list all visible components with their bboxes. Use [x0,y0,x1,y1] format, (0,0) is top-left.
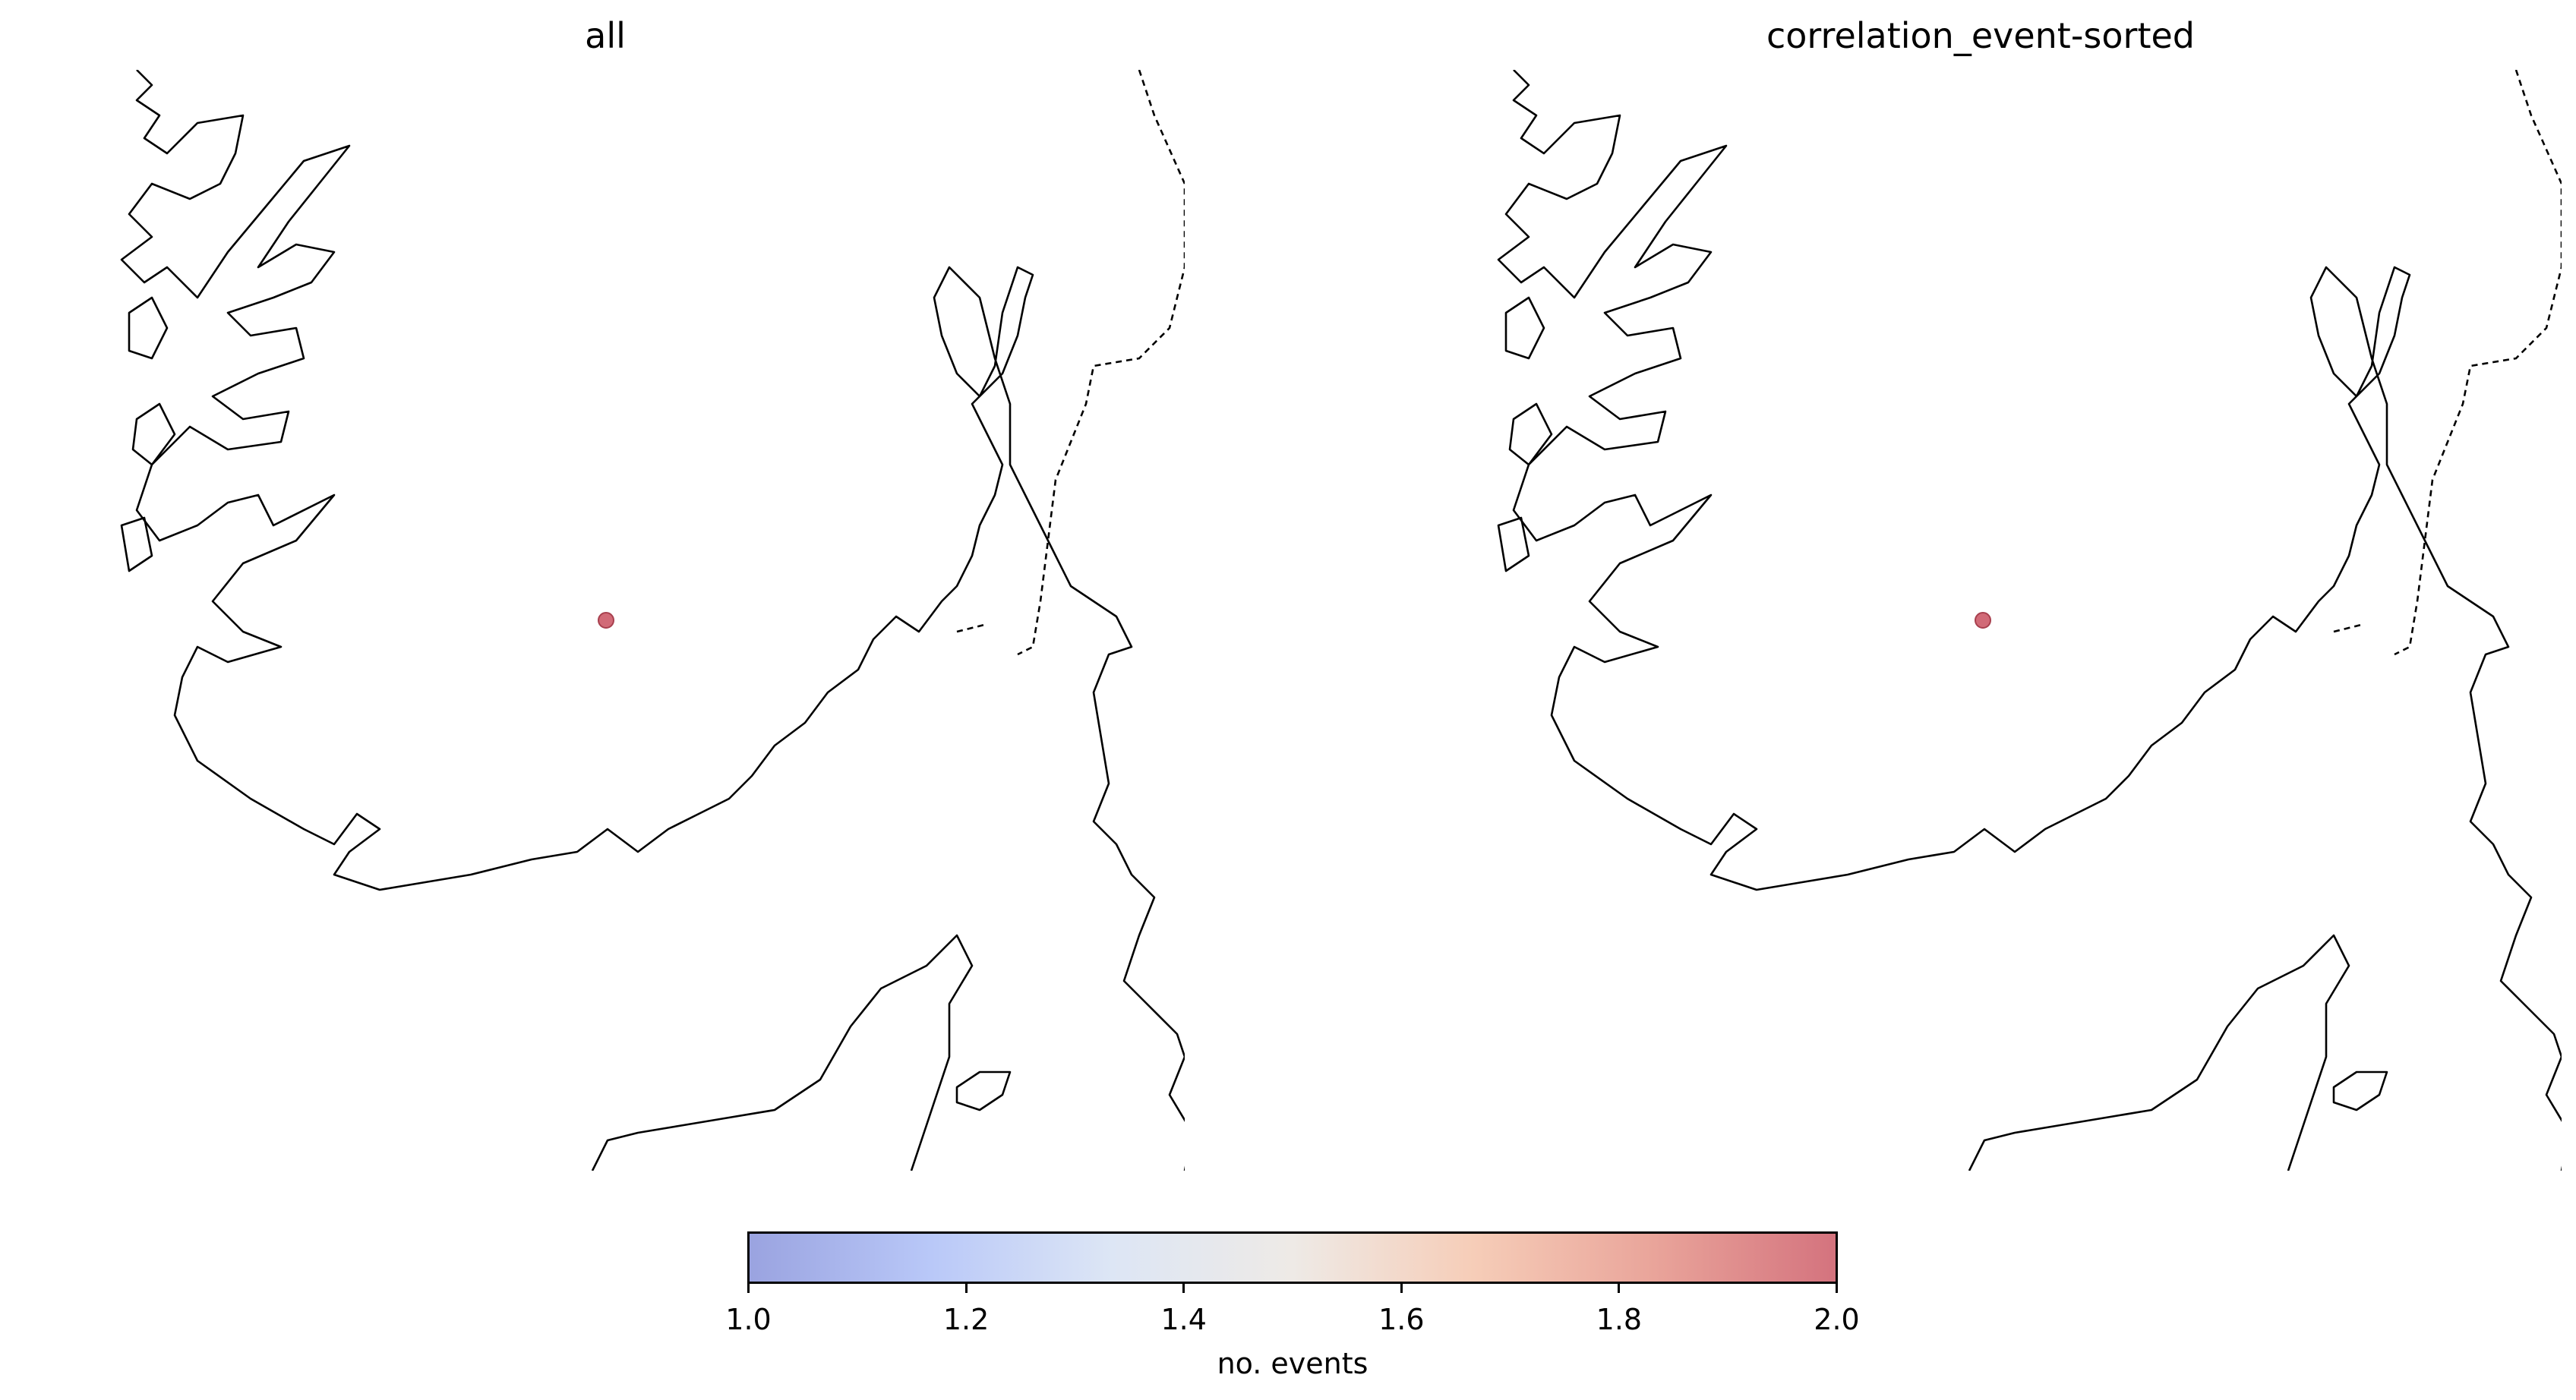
coastline [120,70,1185,1171]
colorbar-tick [1400,1284,1403,1293]
colorbar-tick [964,1284,968,1293]
colorbar-tick [1618,1284,1621,1293]
country-border [2394,70,2562,656]
colorbar-tick [1182,1284,1185,1293]
colorbar-tick-label: 2.0 [1814,1303,1860,1336]
country-border [1017,70,1185,656]
country-border-short [2333,623,2365,633]
colorbar-tick-label: 1.0 [725,1303,772,1336]
event-marker[interactable] [1975,612,1991,629]
colorbar-tick [747,1284,750,1293]
map-panel-correlation[interactable] [1483,70,2562,1171]
colorbar-tick-label: 1.2 [942,1303,990,1336]
colorbar-label: no. events [1217,1347,1368,1380]
colorbar-tick-label: 1.6 [1378,1303,1425,1336]
event-marker[interactable] [598,612,614,629]
colorbar-tick [1836,1284,1838,1293]
map-panel-all[interactable] [106,70,1185,1171]
colorbar [747,1231,1838,1284]
colorbar-tick-label: 1.4 [1160,1303,1207,1336]
panel-title-correlation: correlation_event-sorted [1766,15,2195,56]
panel-title-all: all [585,15,626,56]
coastline [1497,70,2562,1171]
country-border-short [956,623,988,633]
colorbar-tick-label: 1.8 [1596,1303,1643,1336]
